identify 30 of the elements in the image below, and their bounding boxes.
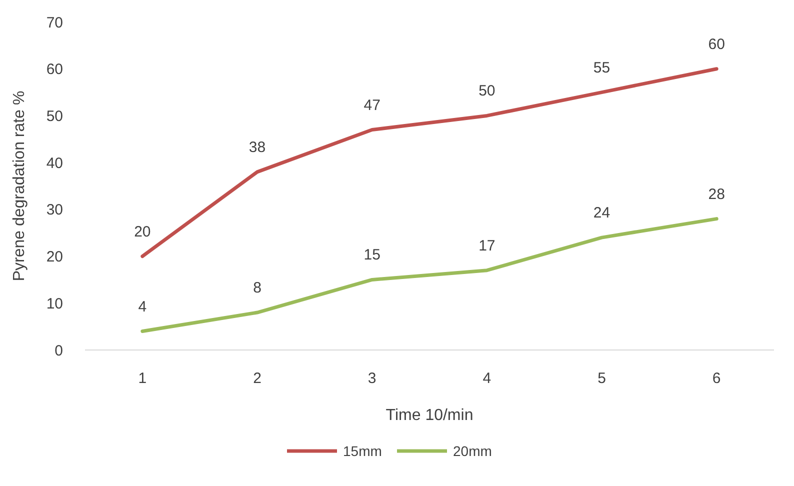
x-tick-label: 2 bbox=[253, 370, 262, 387]
data-label: 20 bbox=[134, 223, 151, 240]
data-label: 55 bbox=[593, 59, 610, 76]
y-tick-label: 10 bbox=[46, 295, 63, 312]
y-axis-title: Pyrene degradation rate % bbox=[11, 90, 28, 282]
x-tick-label: 3 bbox=[368, 370, 376, 387]
x-tick-label: 1 bbox=[138, 370, 147, 387]
data-label: 60 bbox=[708, 36, 725, 53]
x-axis-title: Time 10/min bbox=[386, 407, 474, 424]
data-label: 24 bbox=[593, 204, 610, 222]
y-tick-label: 0 bbox=[54, 342, 63, 360]
data-label: 8 bbox=[253, 280, 262, 297]
y-tick-label: 40 bbox=[46, 154, 63, 172]
y-tick-label: 60 bbox=[46, 61, 63, 78]
data-label: 28 bbox=[708, 186, 725, 203]
data-label: 38 bbox=[248, 138, 266, 156]
data-label: 4 bbox=[138, 298, 147, 316]
y-tick-label: 30 bbox=[46, 202, 63, 219]
x-tick-label: 5 bbox=[598, 370, 606, 387]
y-tick-label: 20 bbox=[46, 248, 63, 266]
legend-label: 15mm bbox=[343, 442, 382, 459]
x-tick-label: 4 bbox=[482, 370, 492, 387]
y-tick-label: 70 bbox=[46, 14, 63, 32]
legend-label: 20mm bbox=[453, 442, 492, 459]
y-tick-label: 50 bbox=[46, 108, 63, 125]
data-label: 17 bbox=[478, 237, 496, 254]
data-label: 47 bbox=[364, 96, 380, 114]
data-label: 15 bbox=[364, 246, 380, 264]
x-tick-label: 6 bbox=[712, 370, 721, 387]
data-label: 50 bbox=[478, 82, 496, 100]
